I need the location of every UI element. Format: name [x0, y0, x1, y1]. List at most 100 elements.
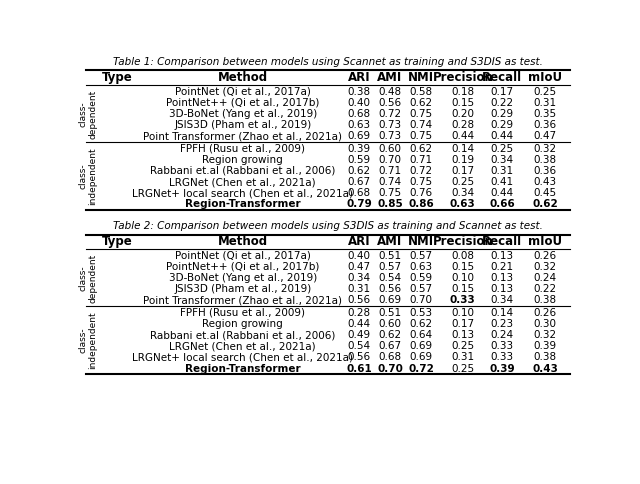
Text: ARI: ARI [348, 71, 371, 84]
Text: 0.32: 0.32 [533, 262, 557, 272]
Text: FPFH (Rusu et al., 2009): FPFH (Rusu et al., 2009) [180, 144, 305, 153]
Text: 0.17: 0.17 [451, 319, 474, 329]
Text: mIoU: mIoU [528, 71, 562, 84]
Text: 0.61: 0.61 [346, 363, 372, 374]
Text: Point Transformer (Zhao et al., 2021a): Point Transformer (Zhao et al., 2021a) [143, 295, 342, 305]
Text: 0.22: 0.22 [533, 284, 557, 294]
Text: Region-Transformer: Region-Transformer [185, 199, 301, 210]
Text: 0.15: 0.15 [451, 98, 474, 108]
Text: 0.35: 0.35 [533, 109, 557, 119]
Text: 0.85: 0.85 [377, 199, 403, 210]
Text: 0.57: 0.57 [410, 284, 433, 294]
Text: 0.57: 0.57 [410, 251, 433, 261]
Text: 0.15: 0.15 [451, 284, 474, 294]
Text: 0.25: 0.25 [533, 87, 557, 97]
Text: 0.63: 0.63 [410, 262, 433, 272]
Text: 0.34: 0.34 [348, 273, 371, 283]
Text: 0.33: 0.33 [491, 341, 514, 351]
Text: 0.28: 0.28 [348, 308, 371, 318]
Text: 0.43: 0.43 [533, 177, 557, 187]
Text: 0.68: 0.68 [378, 352, 401, 363]
Text: 0.63: 0.63 [348, 120, 371, 130]
Text: 0.70: 0.70 [378, 155, 401, 165]
Text: 0.48: 0.48 [378, 87, 401, 97]
Text: 0.38: 0.38 [533, 352, 557, 363]
Text: class-
dependent: class- dependent [78, 90, 97, 138]
Text: 0.31: 0.31 [348, 284, 371, 294]
Text: 0.62: 0.62 [532, 199, 558, 210]
Text: 0.57: 0.57 [378, 262, 401, 272]
Text: 0.36: 0.36 [533, 166, 557, 176]
Text: 0.74: 0.74 [410, 120, 433, 130]
Text: 0.13: 0.13 [491, 284, 514, 294]
Text: LRGNet (Chen et al., 2021a): LRGNet (Chen et al., 2021a) [170, 177, 316, 187]
Text: 0.67: 0.67 [378, 341, 401, 351]
Text: 0.72: 0.72 [408, 363, 434, 374]
Text: 0.45: 0.45 [533, 188, 557, 198]
Text: ARI: ARI [348, 235, 371, 248]
Text: 0.75: 0.75 [410, 177, 433, 187]
Text: Precision: Precision [433, 235, 493, 248]
Text: FPFH (Rusu et al., 2009): FPFH (Rusu et al., 2009) [180, 308, 305, 318]
Text: 0.14: 0.14 [451, 144, 474, 153]
Text: 0.60: 0.60 [378, 319, 401, 329]
Text: 0.60: 0.60 [378, 144, 401, 153]
Text: 0.62: 0.62 [410, 144, 433, 153]
Text: NMI: NMI [408, 235, 434, 248]
Text: 0.29: 0.29 [491, 109, 514, 119]
Text: 0.73: 0.73 [378, 131, 401, 141]
Text: 0.69: 0.69 [410, 352, 433, 363]
Text: 0.44: 0.44 [491, 131, 514, 141]
Text: 0.75: 0.75 [410, 109, 433, 119]
Text: 0.67: 0.67 [348, 177, 371, 187]
Text: LRGNet (Chen et al., 2021a): LRGNet (Chen et al., 2021a) [170, 341, 316, 351]
Text: 0.69: 0.69 [410, 341, 433, 351]
Text: 0.17: 0.17 [451, 166, 474, 176]
Text: 0.38: 0.38 [533, 295, 557, 305]
Text: 0.26: 0.26 [533, 251, 557, 261]
Text: Method: Method [218, 235, 268, 248]
Text: AMI: AMI [378, 71, 403, 84]
Text: PointNet++ (Qi et al., 2017b): PointNet++ (Qi et al., 2017b) [166, 98, 319, 108]
Text: 0.54: 0.54 [378, 273, 401, 283]
Text: 0.26: 0.26 [533, 308, 557, 318]
Text: mIoU: mIoU [528, 235, 562, 248]
Text: 0.22: 0.22 [491, 98, 514, 108]
Text: 0.19: 0.19 [451, 155, 474, 165]
Text: 0.47: 0.47 [348, 262, 371, 272]
Text: 0.69: 0.69 [378, 295, 401, 305]
Text: 0.31: 0.31 [451, 352, 474, 363]
Text: 0.08: 0.08 [451, 251, 474, 261]
Text: 0.62: 0.62 [378, 330, 401, 340]
Text: Table 1: Comparison between models using Scannet as training and S3DIS as test.: Table 1: Comparison between models using… [113, 57, 543, 66]
Text: 0.76: 0.76 [410, 188, 433, 198]
Text: 0.56: 0.56 [348, 295, 371, 305]
Text: 0.21: 0.21 [491, 262, 514, 272]
Text: Rabbani et.al (Rabbani et al., 2006): Rabbani et.al (Rabbani et al., 2006) [150, 330, 335, 340]
Text: 0.38: 0.38 [533, 155, 557, 165]
Text: 0.25: 0.25 [491, 144, 514, 153]
Text: Region growing: Region growing [202, 319, 283, 329]
Text: 0.86: 0.86 [408, 199, 434, 210]
Text: 0.69: 0.69 [348, 131, 371, 141]
Text: 0.54: 0.54 [348, 341, 371, 351]
Text: 0.15: 0.15 [451, 262, 474, 272]
Text: PointNet++ (Qi et al., 2017b): PointNet++ (Qi et al., 2017b) [166, 262, 319, 272]
Text: 0.24: 0.24 [491, 330, 514, 340]
Text: 0.59: 0.59 [410, 273, 433, 283]
Text: 0.56: 0.56 [348, 352, 371, 363]
Text: 0.33: 0.33 [491, 352, 514, 363]
Text: 3D-BoNet (Yang et al., 2019): 3D-BoNet (Yang et al., 2019) [168, 273, 317, 283]
Text: 0.51: 0.51 [378, 308, 401, 318]
Text: 0.62: 0.62 [410, 98, 433, 108]
Text: 0.25: 0.25 [451, 341, 474, 351]
Text: 0.44: 0.44 [348, 319, 371, 329]
Text: 0.66: 0.66 [490, 199, 515, 210]
Text: 0.53: 0.53 [410, 308, 433, 318]
Text: 0.72: 0.72 [410, 166, 433, 176]
Text: 0.40: 0.40 [348, 251, 371, 261]
Text: class-
independent: class- independent [78, 312, 97, 369]
Text: 0.39: 0.39 [490, 363, 515, 374]
Text: Point Transformer (Zhao et al., 2021a): Point Transformer (Zhao et al., 2021a) [143, 131, 342, 141]
Text: 0.74: 0.74 [378, 177, 401, 187]
